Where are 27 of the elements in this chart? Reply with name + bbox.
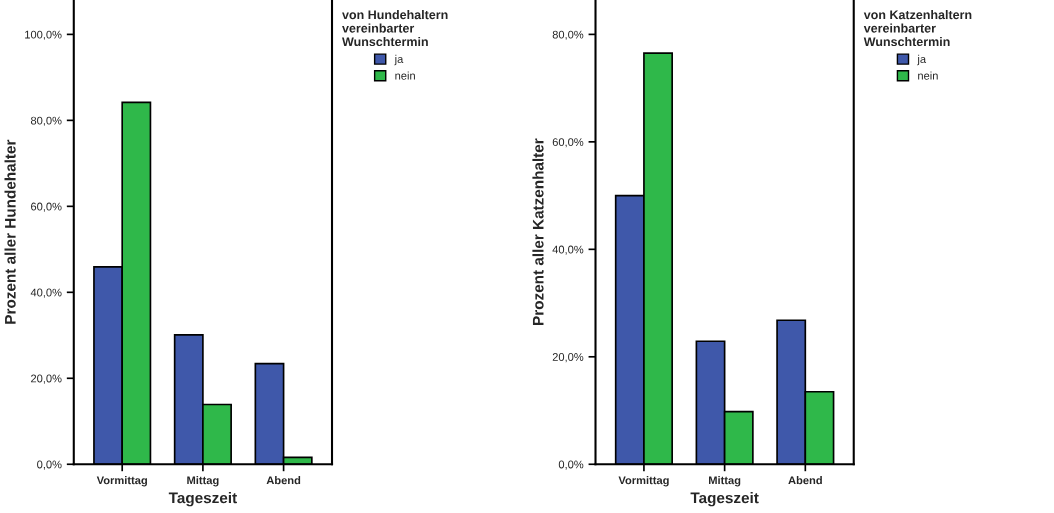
y-tick-label: 0,0% bbox=[37, 460, 62, 470]
y-axis-title: Prozent aller Hundehalter bbox=[4, 139, 16, 324]
x-tick-label: Mittag bbox=[709, 476, 741, 487]
y-tick-label: 100,0% bbox=[25, 30, 62, 40]
y-tick-label: 20,0% bbox=[31, 374, 62, 384]
y-tick-label: 40,0% bbox=[30, 288, 62, 298]
legend-label: nein bbox=[395, 71, 415, 80]
x-tick-label: Vormittag bbox=[96, 476, 147, 487]
legend-label: nein bbox=[918, 71, 938, 80]
y-tick-label: 0,0% bbox=[558, 460, 584, 470]
x-tick-label: Abend bbox=[266, 476, 301, 485]
y-tick-label: 60,0% bbox=[552, 138, 584, 148]
legend-label: ja bbox=[917, 54, 927, 66]
legend-title: von Katzenhaltern vereinbarter Wunschtermin bbox=[863, 10, 972, 47]
y-tick-label: 80,0% bbox=[30, 116, 62, 126]
y-tick-label: 80,0% bbox=[552, 30, 584, 40]
legend-label: ja bbox=[394, 54, 404, 66]
x-tick-label: Abend bbox=[788, 476, 822, 485]
x-axis-title: Tageszeit bbox=[690, 492, 759, 507]
y-tick-label: 40,0% bbox=[552, 245, 584, 255]
y-tick-label: 20,0% bbox=[552, 353, 584, 363]
x-axis-title: Tageszeit bbox=[168, 492, 237, 507]
x-tick-label: Vormittag bbox=[618, 476, 669, 487]
x-tick-label: Mittag bbox=[187, 476, 219, 487]
y-axis-title: Prozent aller Katzenhalter bbox=[532, 138, 544, 325]
legend-title: von Hundehaltern vereinbarter Wunschtermin bbox=[342, 10, 448, 47]
y-tick-label: 60,0% bbox=[31, 202, 62, 212]
